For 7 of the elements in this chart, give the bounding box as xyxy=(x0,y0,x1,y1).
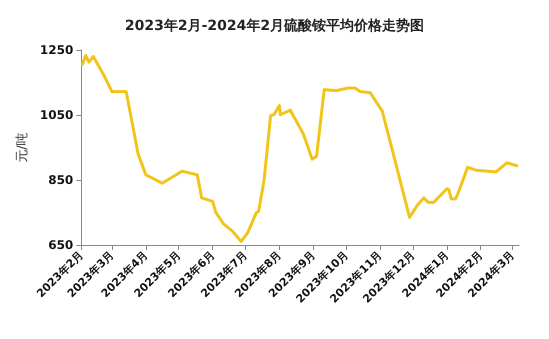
y-tick-label: 850 xyxy=(48,173,74,187)
y-tick-label: 650 xyxy=(48,238,74,252)
y-tick-label: 1050 xyxy=(40,108,74,122)
y-axis-title: 元/吨 xyxy=(15,132,30,163)
y-tick-label: 1250 xyxy=(40,43,74,57)
chart-title: 2023年2月-2024年2月硫酸铵平均价格走势图 xyxy=(124,17,424,34)
line-series xyxy=(80,54,518,243)
